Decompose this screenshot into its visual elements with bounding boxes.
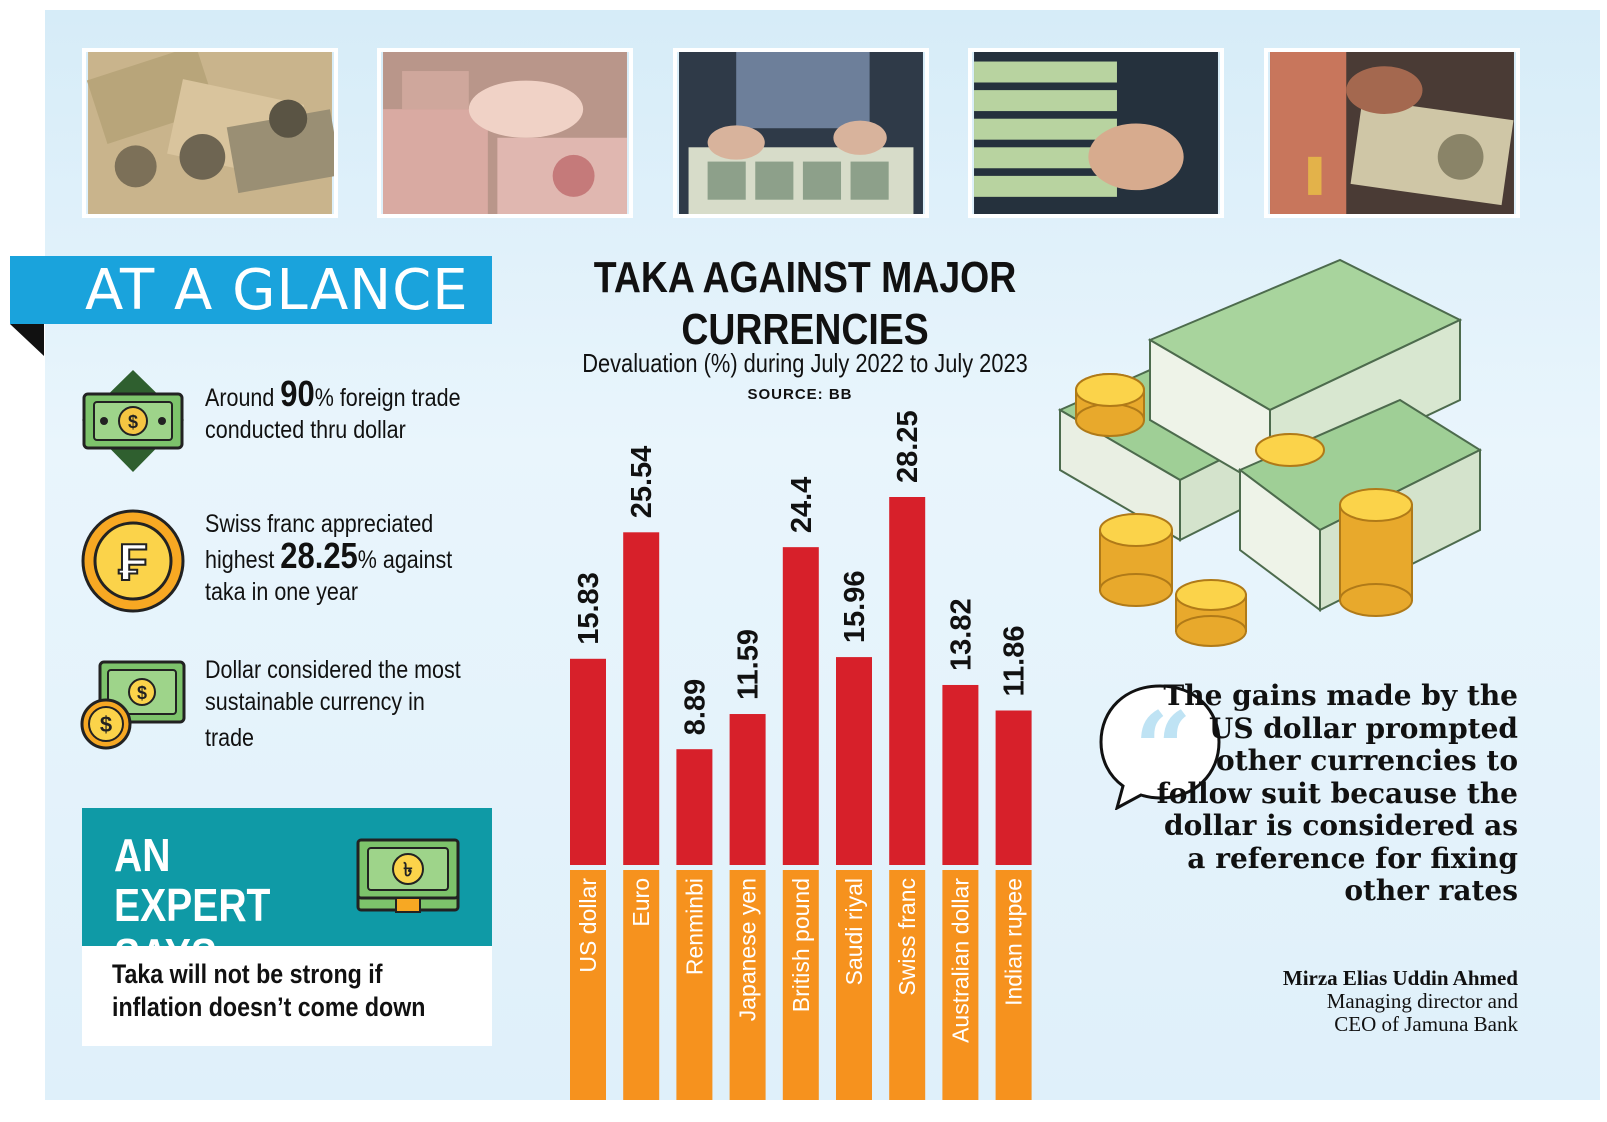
quote-role-line-2: CEO of Jamuna Bank — [1334, 1012, 1518, 1036]
category-label: British pound — [788, 878, 814, 1012]
chart-title: TAKA AGAINST MAJOR CURRENCIES — [593, 253, 1017, 354]
category-band-swiss-franc — [889, 870, 926, 1100]
category-label: Saudi riyal — [841, 878, 867, 985]
svg-text:₣: ₣ — [119, 534, 148, 592]
chart-source: SOURCE: BB — [747, 386, 853, 403]
svg-text:“: “ — [1134, 690, 1192, 808]
fact-swiss-franc: Swiss franc appreciated highest 28.25% a… — [205, 510, 453, 606]
category-label: US dollar — [575, 878, 601, 973]
category-band-australian-dollar — [942, 870, 979, 1100]
bar-indian-rupee — [995, 710, 1032, 865]
fact-dollar-trade: Around 90% foreign trade conducted thru … — [205, 373, 461, 445]
category-band-saudi-riyal — [836, 870, 872, 1100]
photo-rupee-notes — [1264, 48, 1520, 218]
banner-fold — [10, 324, 44, 356]
value-label: 24.4 — [786, 477, 818, 533]
taka-bill-icon: ৳ — [356, 838, 460, 913]
svg-text:$: $ — [137, 683, 147, 703]
value-label: 15.83 — [573, 572, 605, 645]
category-label: Euro — [628, 878, 654, 927]
dollar-bill-icon: $ — [82, 370, 184, 472]
photo-yen-notes — [82, 48, 338, 218]
bar-us-dollar — [570, 658, 606, 865]
pull-quote-text: The gains made by the US dollar prompted… — [1156, 679, 1518, 907]
chart-subtitle: Devaluation (%) during July 2022 to July… — [582, 348, 1028, 378]
quote-author-name: Mirza Elias Uddin Ahmed — [1282, 966, 1518, 990]
value-label: 8.89 — [679, 679, 711, 735]
bar-japanese-yen — [729, 714, 766, 865]
photo-yuan-notes — [377, 48, 633, 218]
quote-mark-icon: “ — [1099, 684, 1221, 810]
category-label: Japanese yen — [735, 878, 761, 1021]
photo-dollar-notes — [673, 48, 929, 218]
svg-text:$: $ — [100, 712, 112, 737]
bar-british-pound — [782, 547, 819, 865]
category-band-british-pound — [782, 870, 819, 1100]
value-label: 11.59 — [733, 629, 765, 700]
quote-role-line-1: Managing director and — [1326, 989, 1518, 1013]
category-label: Australian dollar — [947, 878, 973, 1043]
bar-swiss-franc — [889, 497, 926, 865]
value-label: 13.82 — [945, 598, 977, 671]
expert-quote: Taka will not be strong if inflation doe… — [112, 959, 426, 1022]
category-label: Swiss franc — [894, 878, 920, 996]
expert-title: AN EXPERT SAYS… — [114, 829, 271, 981]
franc-coin-icon: ₣ — [81, 509, 185, 613]
value-label: 11.86 — [999, 626, 1031, 697]
category-band-indian-rupee — [995, 870, 1032, 1100]
money-stack-illustration — [1057, 258, 1483, 647]
category-band-renminbi — [676, 870, 713, 1100]
photo-euro-notes — [968, 48, 1224, 218]
value-label: 28.25 — [892, 410, 924, 483]
fact-dollar-sustainable: Dollar considered the most sustainable c… — [205, 656, 461, 752]
category-band-euro — [623, 870, 660, 1100]
at-a-glance-banner — [10, 256, 492, 324]
svg-text:$: $ — [128, 412, 138, 432]
value-label: 25.54 — [626, 446, 658, 519]
category-label: Renminbi — [681, 878, 707, 975]
dollar-coins-icon: $ $ — [80, 660, 186, 750]
category-band-us-dollar — [570, 870, 606, 1100]
devaluation-bar-chart: US dollar 15.83 Euro 25.54 Renminbi 8.89 Japan… — [570, 410, 1032, 1100]
value-label: 15.96 — [839, 571, 871, 644]
bar-saudi-riyal — [836, 657, 872, 865]
category-band-japanese-yen — [729, 870, 766, 1100]
bar-australian-dollar — [942, 684, 979, 865]
bar-renminbi — [676, 749, 713, 865]
category-label: Indian rupee — [1001, 878, 1027, 1006]
svg-text:৳: ৳ — [403, 859, 412, 881]
at-a-glance-title: AT A GLANCE — [85, 258, 469, 323]
bar-euro — [623, 532, 660, 865]
quote-author-role: Managing director and CEO of Jamuna Bank — [1180, 990, 1518, 1036]
